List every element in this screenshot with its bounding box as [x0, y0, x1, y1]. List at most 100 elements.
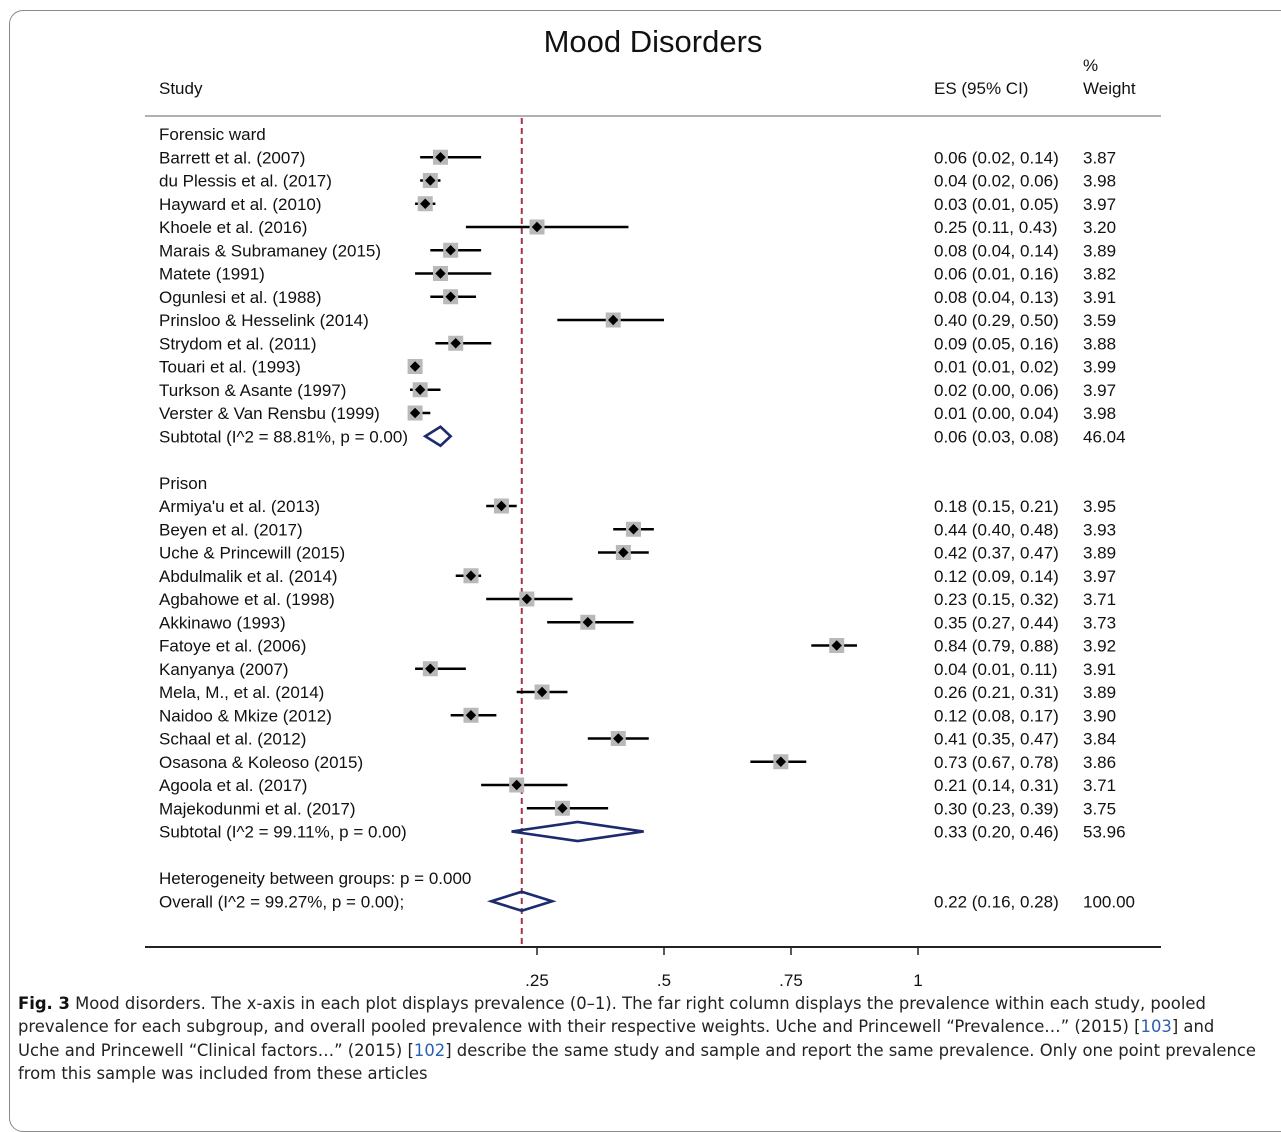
es-value: 0.12 (0.08, 0.17): [934, 706, 1059, 725]
pooled-diamond: [422, 425, 453, 448]
point-estimate: [435, 152, 446, 163]
weight-value: 3.20: [1083, 218, 1116, 237]
pooled-diamond: [511, 820, 644, 843]
es-value: 0.21 (0.14, 0.31): [934, 776, 1059, 795]
rows-group: Forensic ward Barrett et al. (2007) 0.06 (…: [159, 125, 1135, 913]
point-estimate: [582, 617, 593, 628]
es-value: 0.03 (0.01, 0.05): [934, 195, 1059, 214]
weight-value: 3.93: [1083, 520, 1116, 539]
weight-value: 3.88: [1083, 334, 1116, 353]
es-value: 0.35 (0.27, 0.44): [934, 613, 1059, 632]
es-value: 0.02 (0.00, 0.06): [934, 381, 1059, 400]
point-estimate: [445, 291, 456, 302]
study-label: Verster & Van Rensbu (1999): [159, 404, 380, 423]
point-estimate: [445, 245, 456, 256]
point-estimate: [414, 384, 426, 395]
weight-value: 3.59: [1083, 311, 1116, 330]
header-label: Forensic ward: [159, 125, 266, 144]
figure-caption: Fig. 3 Mood disorders. The x-axis in eac…: [18, 992, 1258, 1086]
caption-text-3: ] describe the same study and sample and…: [18, 1040, 1256, 1084]
weight-value: 3.89: [1083, 683, 1116, 702]
point-estimate: [613, 733, 624, 744]
weight-value: 3.98: [1083, 404, 1116, 423]
es-value: 0.01 (0.00, 0.04): [934, 404, 1059, 423]
study-label: du Plessis et al. (2017): [159, 172, 332, 191]
weight-value: 3.91: [1083, 288, 1116, 307]
point-estimate: [557, 803, 568, 814]
weight-column-header-percent: %: [1083, 56, 1098, 75]
study-label: Prinsloo & Hesselink (2014): [159, 311, 369, 330]
weight-value: 3.71: [1083, 590, 1116, 609]
study-label: Fatoye et al. (2006): [159, 637, 306, 656]
study-label: Schaal et al. (2012): [159, 730, 306, 749]
es-value: 0.01 (0.01, 0.02): [934, 358, 1059, 377]
weight-value: 3.98: [1083, 172, 1116, 191]
study-label: Naidoo & Mkize (2012): [159, 706, 332, 725]
study-label: Majekodunmi et al. (2017): [159, 799, 356, 818]
point-estimate: [521, 593, 533, 605]
es-column-header: ES (95% CI): [934, 79, 1028, 98]
study-label: Touari et al. (1993): [159, 358, 301, 377]
weight-column-header: Weight: [1083, 79, 1136, 98]
point-estimate: [618, 547, 629, 558]
study-label: Strydom et al. (2011): [159, 334, 316, 353]
caption-ref-102[interactable]: 102: [413, 1040, 446, 1060]
caption-ref-103[interactable]: 103: [1140, 1017, 1172, 1037]
header-label: Prison: [159, 474, 207, 493]
weight-value: 3.97: [1083, 567, 1116, 586]
study-label: Akkinawo (1993): [159, 613, 286, 632]
point-estimate: [536, 686, 548, 698]
weight-value: 3.99: [1083, 358, 1116, 377]
es-value: 0.04 (0.01, 0.11): [934, 660, 1058, 679]
study-label: Barrett et al. (2007): [159, 148, 305, 167]
point-estimate: [496, 500, 507, 512]
study-label: Marais & Subramaney (2015): [159, 241, 381, 260]
study-label: Turkson & Asante (1997): [159, 381, 346, 400]
point-estimate: [450, 338, 461, 349]
point-estimate: [628, 524, 639, 535]
study-label: Hayward et al. (2010): [159, 195, 322, 214]
es-value: 0.08 (0.04, 0.13): [934, 288, 1059, 307]
point-estimate: [425, 175, 436, 186]
weight-value: 3.90: [1083, 706, 1116, 725]
study-label: Armiya'u et al. (2013): [159, 497, 320, 516]
study-label: Abdulmalik et al. (2014): [159, 567, 338, 586]
es-value: 0.40 (0.29, 0.50): [934, 311, 1059, 330]
weight-value: 3.95: [1083, 497, 1116, 516]
weight-value: 3.87: [1083, 148, 1116, 167]
subtotal-label: Subtotal (I^2 = 88.81%, p = 0.00): [159, 427, 408, 446]
es-value: 0.73 (0.67, 0.78): [934, 753, 1059, 772]
weight-value: 3.75: [1083, 799, 1116, 818]
header-label: Heterogeneity between groups: p = 0.000: [159, 869, 471, 888]
point-estimate: [409, 407, 421, 419]
x-tick-label: .5: [657, 971, 671, 990]
es-value: 0.18 (0.15, 0.21): [934, 497, 1059, 516]
point-estimate: [831, 640, 842, 651]
es-value: 0.12 (0.09, 0.14): [934, 567, 1059, 586]
subtotal-label: Subtotal (I^2 = 99.11%, p = 0.00): [159, 823, 407, 842]
weight-value: 3.73: [1083, 613, 1116, 632]
x-tick-label: 1: [913, 971, 922, 990]
weight-value: 3.89: [1083, 241, 1116, 260]
weight-value: 3.84: [1083, 730, 1116, 749]
study-label: Agoola et al. (2017): [159, 776, 307, 795]
forest-plot: Mood Disorders Study ES (95% CI) % Weigh…: [145, 24, 1161, 990]
study-label: Beyen et al. (2017): [159, 520, 303, 539]
study-column-header: Study: [159, 79, 203, 98]
weight-value: 100.00: [1083, 892, 1135, 911]
es-value: 0.08 (0.04, 0.14): [934, 241, 1059, 260]
es-value: 0.09 (0.05, 0.16): [934, 334, 1059, 353]
es-value: 0.22 (0.16, 0.28): [934, 892, 1059, 911]
caption-label: Fig. 3: [18, 994, 70, 1013]
x-tick-label: .75: [779, 971, 803, 990]
point-estimate: [511, 779, 522, 791]
es-value: 0.06 (0.01, 0.16): [934, 265, 1059, 284]
point-estimate: [420, 198, 431, 209]
weight-value: 46.04: [1083, 427, 1126, 446]
x-axis-ticks: .25 .5 .75 1: [525, 947, 923, 990]
point-estimate: [608, 314, 619, 326]
es-value: 0.25 (0.11, 0.43): [934, 218, 1058, 237]
weight-value: 3.92: [1083, 637, 1116, 656]
es-value: 0.33 (0.20, 0.46): [934, 823, 1059, 842]
study-label: Mela, M., et al. (2014): [159, 683, 324, 702]
